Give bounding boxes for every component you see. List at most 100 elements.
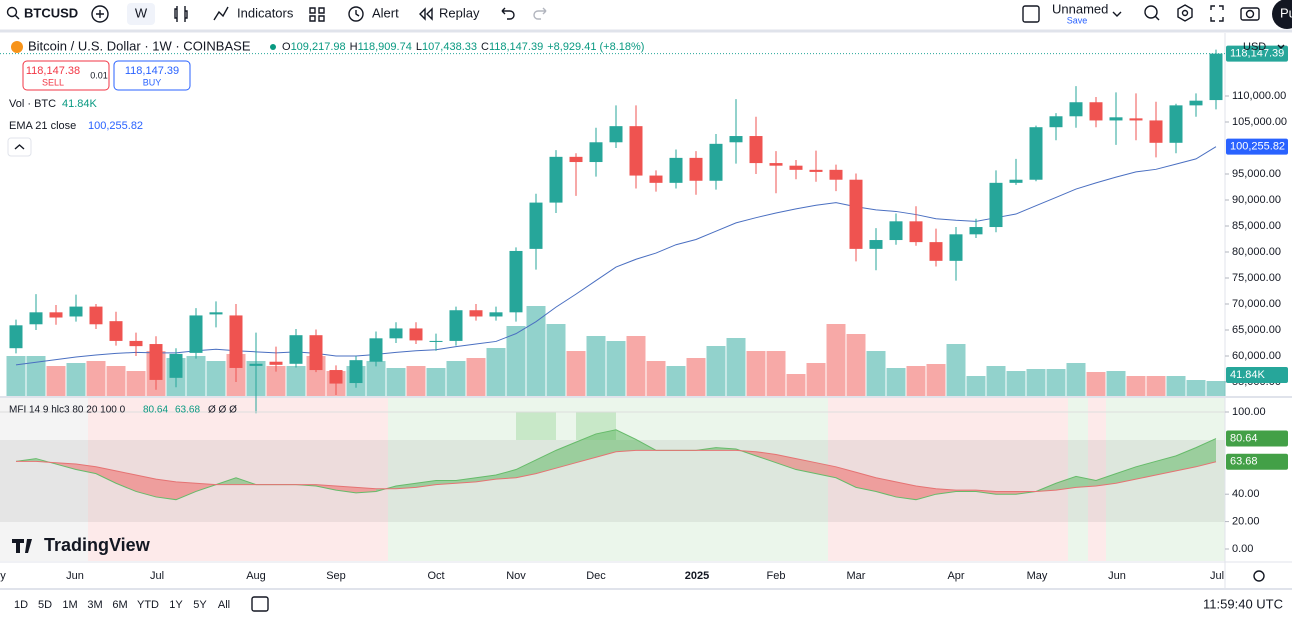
add-symbol-plus [96,10,104,18]
save-label[interactable]: Save [1067,15,1088,25]
mfi-fill [996,491,1016,495]
candle-body [49,312,63,318]
alert-icon[interactable] [348,6,364,22]
candle-body [1129,118,1143,121]
sell-price[interactable]: 118,147.38 [26,65,80,77]
mfi-fill [796,458,816,474]
indicators-button[interactable]: Indicators [237,5,294,20]
c-value: 118,147.39 [489,41,543,53]
range-button[interactable]: All [218,599,230,611]
buy-price[interactable]: 118,147.39 [125,65,179,77]
range-button[interactable]: 5D [38,599,52,611]
snapshot[interactable] [1240,7,1260,21]
volume-bar [1186,380,1206,396]
candle-body [509,250,523,313]
profile[interactable]: Pu [1280,5,1292,20]
indicators-icon[interactable] [213,6,229,21]
volume-bar [286,366,306,396]
date-range-icon[interactable] [251,596,269,612]
redo[interactable] [533,7,547,20]
range-button[interactable]: 1D [14,599,28,611]
candle-body [1149,120,1163,143]
time-label: y [0,570,6,582]
price-tick-label: 60,000.00 [1232,350,1281,362]
currency-menu[interactable] [1277,44,1285,49]
price-tick-label: 110,000.00 [1232,90,1286,102]
quick-search[interactable] [1144,5,1158,19]
buy-label[interactable]: BUY [143,77,162,87]
plot: 110,000.00 105,000.00 95,000.00 90,000.00 85… [0,45,1288,582]
symbol[interactable]: BTCUSD [24,5,78,20]
candle-body [449,310,463,341]
candle-body [289,335,303,364]
mfi-fill [596,429,616,458]
time-label: May [1027,570,1048,582]
logo-mark [12,539,32,553]
buy-button[interactable] [113,60,191,91]
volume-bar [806,363,826,396]
alert-button[interactable]: Alert [372,5,399,20]
candle-body [209,312,223,315]
axis-settings[interactable] [1253,570,1265,582]
candle-body [1029,127,1043,180]
mfi-ma-value: 63.68 [175,405,200,416]
undo[interactable] [501,7,515,20]
mfi-fill [1076,476,1096,488]
mfi-tick-label: 0.00 [1232,543,1253,555]
candle-body [129,340,143,347]
fullscreen[interactable] [1210,5,1224,22]
price-tick-label: 65,000.00 [1232,324,1281,336]
time-label: Jun [66,570,84,582]
settings[interactable] [1177,4,1193,22]
mfi-fill [1116,466,1136,484]
range-button[interactable]: 1Y [169,599,183,611]
candle-body [769,163,783,166]
candle-body [729,136,743,143]
collapse-legend[interactable] [7,137,32,157]
volume-bar [666,366,686,396]
interval[interactable]: W [135,5,148,20]
candle-body [969,227,983,235]
currency[interactable]: USD [1243,41,1266,53]
candle-body [489,312,503,317]
candle-body [469,310,483,317]
candle-body [69,306,83,317]
range-button[interactable]: YTD [137,599,159,611]
volume-tag-bg [1226,367,1288,384]
zone [576,412,616,440]
volume-bar [426,368,446,396]
profile-avatar[interactable] [1272,0,1292,29]
mfi-fill [1176,447,1196,471]
search-icon[interactable] [6,6,18,18]
time-label: Dec [586,570,606,582]
templates-icon[interactable] [309,7,325,22]
last-price-tag-bg [1226,45,1288,62]
mfi-fill [776,454,796,470]
settings-dot [1181,9,1189,17]
range-button[interactable]: 3M [87,599,102,611]
ema-label: EMA 21 close [9,120,76,132]
replay-icon[interactable] [419,7,433,21]
add-symbol[interactable] [91,5,109,23]
replay-button[interactable]: Replay [439,5,480,20]
sell-button[interactable] [22,60,110,91]
range-button[interactable]: 5Y [193,599,207,611]
mfi-tag: 80.64 [1230,432,1258,444]
chart-type-icon[interactable] [174,6,188,22]
volume-value: 41.84K [62,98,98,110]
volume-bar [686,358,706,396]
range-button[interactable]: 6M [112,599,127,611]
candle-body [829,169,843,180]
sell-label[interactable]: SELL [42,77,64,87]
time-label: Apr [947,570,964,582]
layout-checkbox[interactable] [1022,5,1040,23]
range-button[interactable]: 1M [62,599,77,611]
layout-menu[interactable] [1112,11,1122,17]
mfi-fill [336,485,356,493]
candle-body [569,156,583,163]
volume-bar [1166,376,1186,396]
volume-bar [206,361,226,396]
layout-name[interactable]: Unnamed [1052,1,1108,16]
snapshot-lens [1245,9,1255,19]
mfi-fill [1056,476,1076,491]
